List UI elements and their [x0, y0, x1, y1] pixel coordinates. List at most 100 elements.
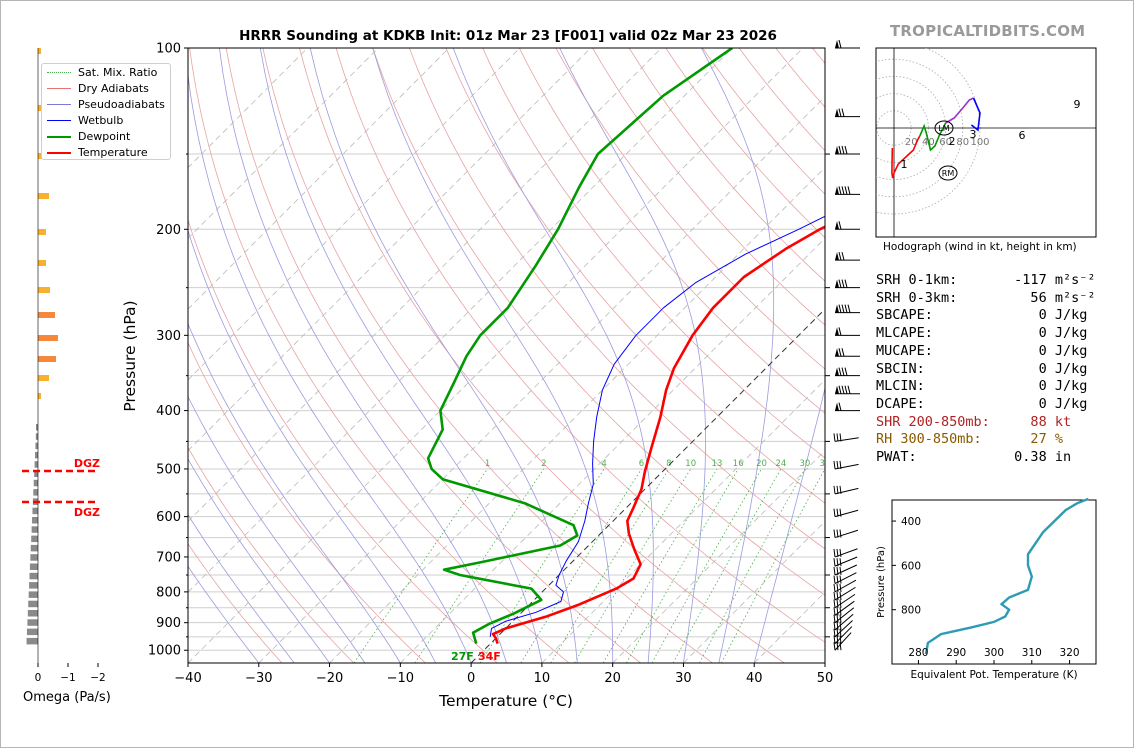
- barb-shaft: [834, 487, 859, 495]
- stat-unit: m²s⁻²: [1054, 289, 1096, 306]
- barb-feather: [847, 186, 851, 195]
- wind-barb: [835, 39, 860, 49]
- legend-swatch: [47, 88, 71, 90]
- hodo-trace: [945, 97, 974, 124]
- stat-key: MLCIN:: [876, 378, 990, 395]
- stat-value: -117: [989, 272, 1055, 288]
- barb-feather: [836, 628, 839, 637]
- legend-swatch: [47, 152, 71, 155]
- stat-mlcin: MLCIN: 0 J/kg: [876, 378, 1095, 396]
- stat-value: 0: [989, 360, 1055, 377]
- dry-adiabat: [188, 446, 354, 663]
- barb-feather: [838, 251, 842, 261]
- barb-feather: [838, 279, 842, 288]
- barb-feather: [836, 607, 839, 616]
- legend-label: Temperature: [78, 145, 148, 159]
- stat-mlcape: MLCAPE: 0 J/kg: [876, 325, 1095, 343]
- hodo-trace: [919, 122, 947, 152]
- stat-value: 0: [989, 325, 1055, 342]
- isotherm: [683, 520, 825, 663]
- barb-flag: [835, 108, 839, 117]
- x-tick-label: 30: [675, 671, 692, 686]
- stat-key: PWAT:: [876, 449, 990, 466]
- dry-adiabat: [409, 48, 825, 550]
- mixing-ratio-label: 2: [541, 459, 546, 469]
- pseudoadiabat: [188, 458, 330, 663]
- skewt-background-lines: 1 2 4 6 8 10 13 16 20 24 30 36: [188, 48, 825, 663]
- barb-feather: [836, 485, 839, 494]
- barb-feather: [833, 575, 836, 584]
- barb-feather: [839, 628, 842, 637]
- barb-flag: [835, 40, 839, 48]
- hodo-height-label: 2: [949, 135, 956, 148]
- hodo-motion-label: RM: [942, 169, 955, 178]
- omega-bar: [38, 48, 41, 54]
- mixing-ratio-label: 10: [685, 459, 696, 469]
- barb-flag: [835, 348, 839, 357]
- omega-bar: [28, 600, 38, 608]
- stat-unit: in: [1054, 449, 1072, 466]
- omega-bar: [38, 356, 56, 362]
- x-tick-label: 20: [604, 671, 621, 686]
- wind-barb: [835, 327, 860, 336]
- omega-bar: [29, 572, 38, 580]
- pseudoadiabat: [188, 513, 295, 663]
- barb-feather: [833, 635, 836, 644]
- barb-shaft: [834, 579, 857, 593]
- y-tick-label: 300: [156, 329, 181, 344]
- wind-barb: [833, 508, 859, 518]
- stat-key: SRH 0-1km:: [876, 272, 990, 288]
- omega-bar: [29, 582, 38, 589]
- pseudoadiabat: [309, 48, 578, 663]
- stat-value: 88: [989, 413, 1055, 430]
- theta-x-tick-label: 290: [946, 647, 966, 659]
- barb-feather: [839, 614, 842, 623]
- barb-feather: [841, 385, 845, 394]
- mixing-ratio-label: 1: [485, 459, 490, 469]
- wind-barb: [835, 348, 860, 357]
- barb-feather: [836, 548, 839, 558]
- barb-feather: [833, 485, 836, 494]
- barb-feather: [839, 558, 842, 567]
- surface-dewpoint-label: 27F: [451, 650, 474, 663]
- hodo-motion-marker: [938, 165, 958, 181]
- dry-adiabat: [702, 48, 825, 195]
- y-tick-label: 800: [156, 585, 181, 600]
- legend-item-dewpoint: Dewpoint: [42, 129, 170, 145]
- theta-x-tick-label: 310: [1022, 647, 1042, 659]
- isotherm: [258, 96, 825, 663]
- dry-adiabat: [482, 48, 825, 459]
- barb-feather: [836, 614, 839, 623]
- legend-label: Dewpoint: [78, 129, 131, 143]
- omega-bar: [33, 489, 38, 496]
- hodo-height-label: 3: [970, 128, 977, 141]
- barb-feather: [839, 433, 842, 442]
- legend-label: Wetbulb: [78, 113, 124, 127]
- pseudoadiabat: [219, 48, 507, 663]
- omega-bar: [31, 535, 38, 543]
- omega-tick-label: −1: [60, 672, 75, 684]
- mixing-ratio-line: [353, 468, 488, 663]
- barb-flag: [835, 221, 839, 230]
- barb-flag: [835, 367, 839, 376]
- y-tick-label: 500: [156, 462, 181, 477]
- mixing-ratio-line: [520, 468, 642, 663]
- barb-shaft: [834, 572, 857, 585]
- barb-feather: [839, 621, 842, 630]
- profile-dewpoint: [426, 48, 733, 644]
- y-tick-label: 200: [156, 223, 181, 238]
- y-tick-label: 100: [156, 42, 181, 57]
- wind-barb: [833, 556, 858, 567]
- x-tick-label: −40: [174, 671, 201, 686]
- barb-feather: [836, 566, 839, 576]
- dry-adiabat: [188, 341, 426, 663]
- wind-barb: [835, 221, 860, 230]
- omega-bar: [35, 442, 38, 450]
- stat-pwat: PWAT: 0.38 in: [876, 449, 1095, 467]
- barb-feather: [836, 460, 839, 470]
- isotherm: [612, 450, 825, 663]
- mixing-ratio-label: 13: [712, 459, 723, 469]
- mixing-ratio-line: [414, 468, 545, 663]
